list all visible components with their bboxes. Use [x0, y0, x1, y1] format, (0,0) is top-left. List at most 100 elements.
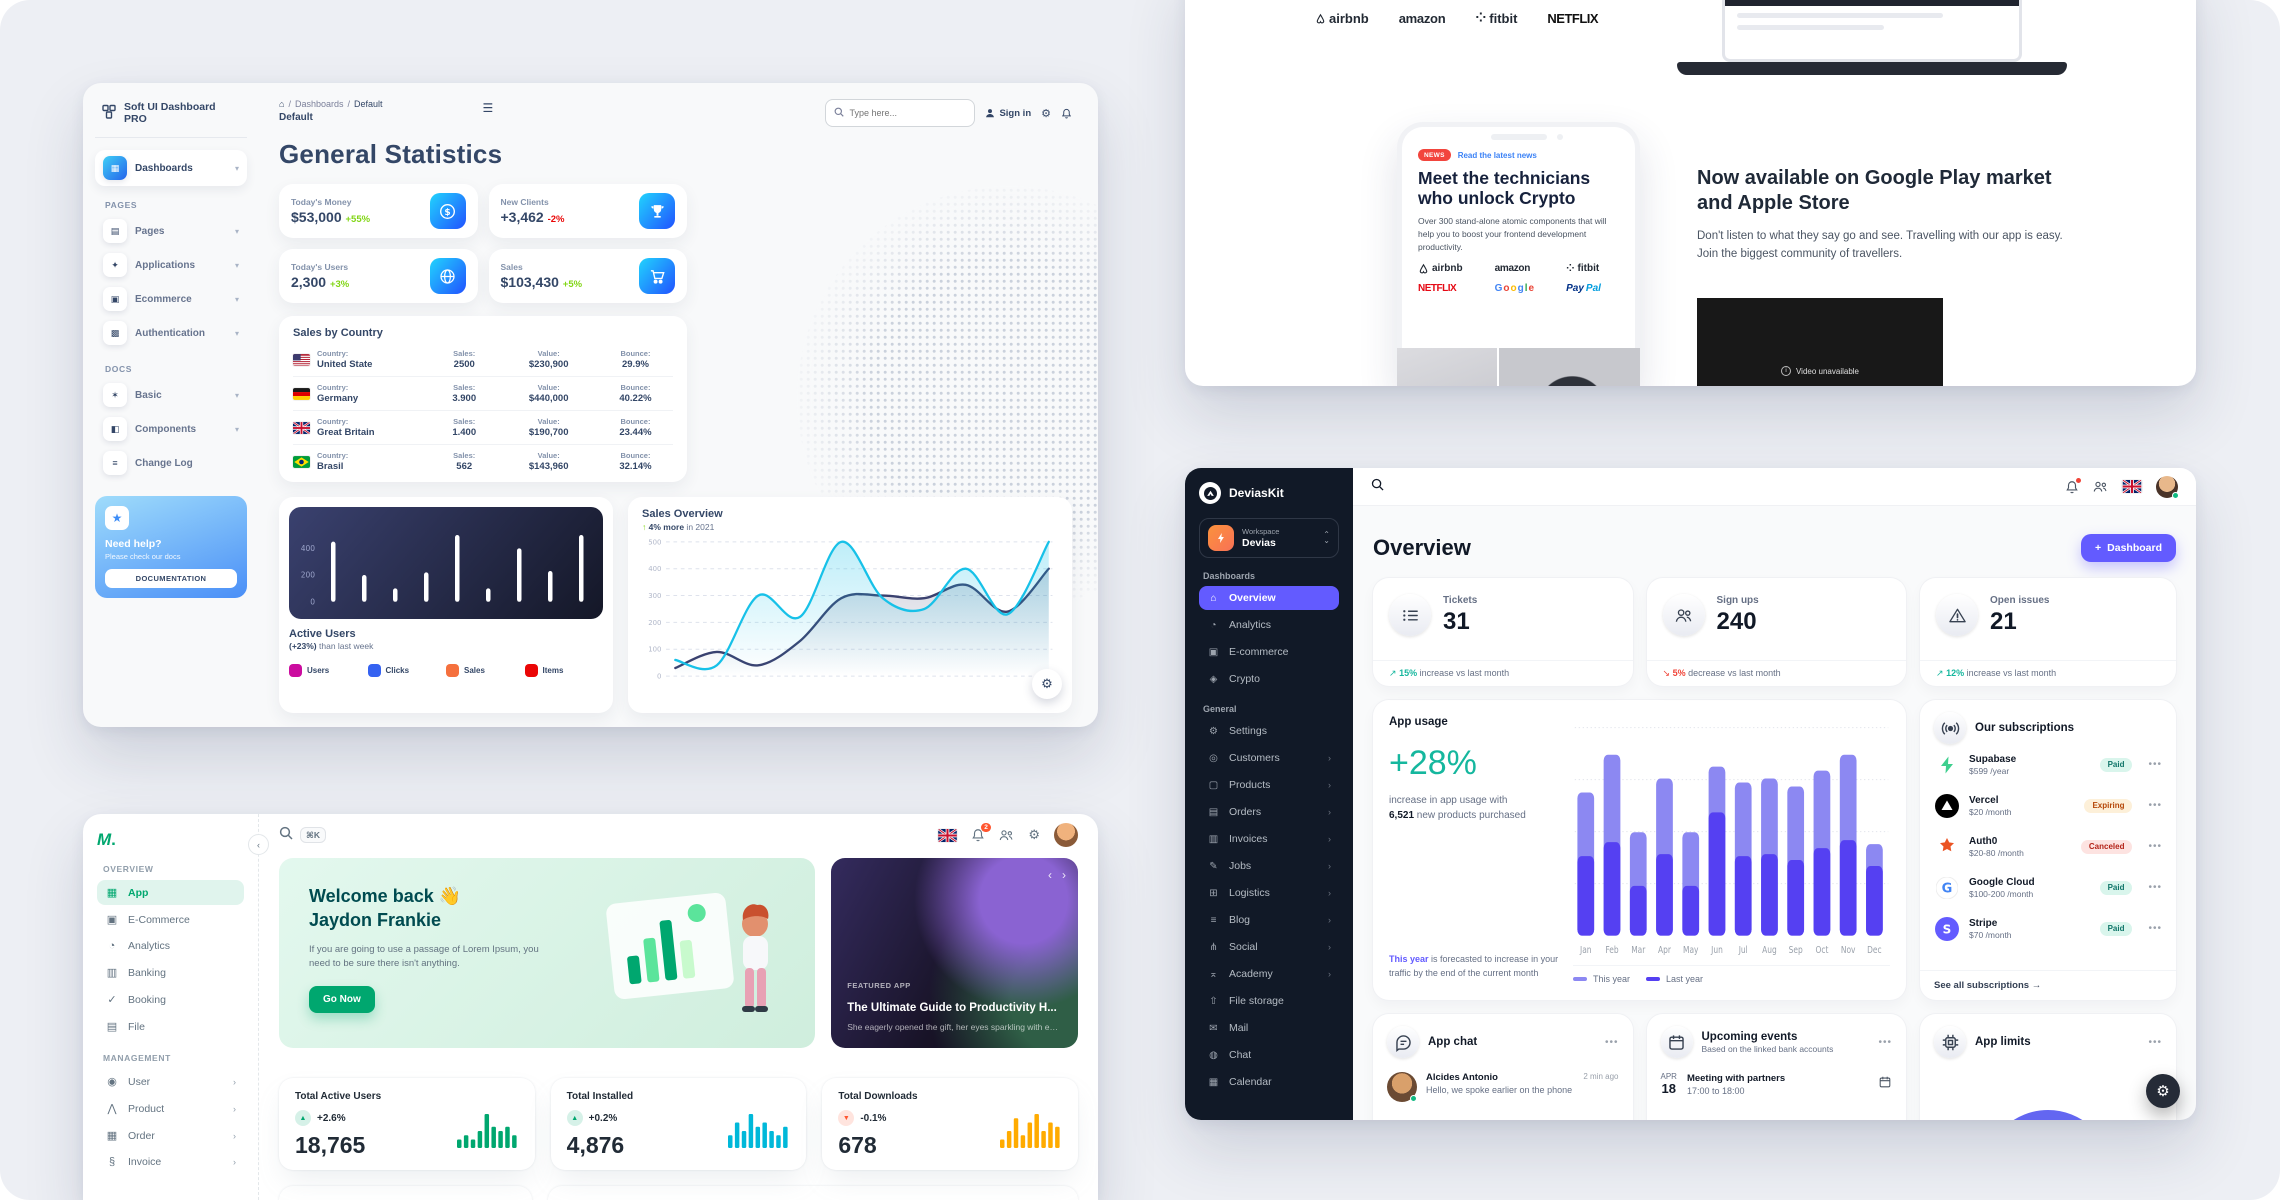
avatar[interactable] [2156, 475, 2179, 499]
go-now-button[interactable]: Go Now [309, 986, 375, 1014]
sidebar-item-customers[interactable]: ◎ Customers › [1199, 746, 1339, 770]
card-subtitle: Based on the linked bank accounts [1701, 1043, 1834, 1054]
sidebar-item-app[interactable]: ▦ App [97, 880, 244, 905]
sidebar-item-order[interactable]: ▦ Order › [97, 1123, 244, 1148]
sparkline-chart [1000, 1108, 1062, 1155]
carousel-next-icon[interactable]: › [1062, 868, 1066, 882]
documentation-button[interactable]: DOCUMENTATION [105, 569, 237, 588]
sidebar-item-academy[interactable]: ⌅ Academy › [1199, 962, 1339, 986]
sidebar-item-jobs[interactable]: ✎ Jobs › [1199, 854, 1339, 878]
sidebar-item-overview[interactable]: ⌂ Overview [1199, 586, 1339, 610]
bell-icon[interactable] [2065, 477, 2081, 494]
breadcrumb-item[interactable]: Default [354, 99, 383, 109]
event-time: 17:00 to 18:00 [1686, 1085, 1745, 1096]
latest-news-link[interactable]: Read the latest news [1457, 150, 1537, 160]
legend-label: Clicks [385, 666, 410, 675]
sidebar-item-change-log[interactable]: ≡ Change Log [95, 446, 247, 480]
more-options-icon[interactable]: ••• [2148, 923, 2162, 934]
sidebar-item-analytics[interactable]: ◔ Analytics [97, 934, 244, 958]
app-chat-card: App chat ••• Alcides Antonio Hello, we sp… [1373, 1014, 1633, 1120]
contacts-icon[interactable] [999, 828, 1014, 842]
gear-icon[interactable]: ⚙ [1041, 107, 1051, 120]
gear-icon[interactable]: ⚙ [1028, 827, 1040, 842]
sidebar-item-mail[interactable]: ✉ Mail [1199, 1016, 1339, 1040]
bell-icon[interactable]: 2 [971, 823, 992, 842]
sidebar-item-components[interactable]: ◧ Components ▾ [95, 412, 247, 446]
col-label: Sales: [453, 451, 476, 460]
flag-gb-icon[interactable] [938, 828, 958, 842]
sidebar-item-file[interactable]: ▤ File [97, 1014, 244, 1039]
event-row[interactable]: APR 18 Meeting with partners 17:00 to 18:00 [1661, 1072, 1893, 1096]
sidebar-item-orders[interactable]: ▤ Orders › [1199, 800, 1339, 824]
contacts-icon[interactable] [2093, 479, 2108, 494]
country-name: Great Britain [317, 427, 375, 438]
more-options-icon[interactable]: ••• [2148, 759, 2162, 770]
hamburger-menu-icon[interactable]: ☰ [482, 101, 494, 115]
more-options-icon[interactable]: ••• [2148, 800, 2162, 811]
search-input[interactable] [849, 108, 967, 118]
sidebar-item-e-commerce[interactable]: ▣ E-commerce [1199, 640, 1339, 664]
more-options-icon[interactable]: ••• [2148, 1036, 2162, 1048]
stat-card-today-s-money: Today's Money $53,000 +55% $ [279, 184, 478, 238]
chart-settings-fab[interactable]: ⚙ [1032, 669, 1062, 699]
sidebar-item-blog[interactable]: ≡ Blog › [1199, 908, 1339, 932]
featured-app-card[interactable]: ‹ › FEATURED APP The Ultimate Guide to P… [831, 858, 1078, 1048]
sidebar-item-calendar[interactable]: ▦ Calendar [1199, 1070, 1339, 1094]
chevron-down-icon: ▾ [234, 163, 239, 173]
sidebar-item-user[interactable]: ◉ User › [97, 1069, 244, 1094]
breadcrumb-item[interactable]: Dashboards [294, 99, 344, 109]
booking-icon: ✓ [107, 994, 117, 1006]
sidebar-item-dashboards[interactable]: ▦ Dashboards ▾ [95, 150, 247, 186]
plus-icon: + [2095, 542, 2102, 554]
sidebar-item-products[interactable]: ▢ Products › [1199, 773, 1339, 797]
more-options-icon[interactable]: ••• [1604, 1036, 1619, 1048]
more-options-icon[interactable]: ••• [2148, 841, 2162, 852]
sidebar-collapse-button[interactable]: ‹ [248, 834, 269, 855]
sidebar-item-e-commerce[interactable]: ▣ E-Commerce [97, 907, 244, 932]
news-badge: NEWS [1418, 149, 1451, 161]
sidebar-item-basic[interactable]: ✶ Basic ▾ [95, 378, 247, 412]
sidebar-item-applications[interactable]: ✦ Applications ▾ [95, 248, 247, 282]
search-icon[interactable] [1371, 478, 1384, 496]
subscription-name: Stripe [1969, 917, 1998, 929]
home-icon[interactable]: ⌂ [279, 99, 285, 109]
add-dashboard-button[interactable]: + Dashboard [2081, 534, 2176, 562]
sidebar-item-file-storage[interactable]: ⇧ File storage [1199, 989, 1339, 1013]
sidebar-item-chat[interactable]: ◍ Chat [1199, 1043, 1339, 1067]
sidebar-item-authentication[interactable]: ▩ Authentication ▾ [95, 316, 247, 350]
sidebar-item-settings[interactable]: ⚙ Settings [1199, 719, 1339, 743]
more-options-icon[interactable]: ••• [2148, 882, 2162, 893]
calendar-icon [1878, 1075, 1892, 1094]
avatar[interactable] [1054, 823, 1078, 847]
flag-gb-icon[interactable] [2122, 480, 2142, 493]
bell-icon[interactable] [1061, 108, 1072, 119]
video-player[interactable]: i Video unavailable [1697, 298, 1943, 386]
svg-text:0: 0 [310, 597, 315, 606]
sidebar-item-analytics[interactable]: ◔ Analytics [1199, 613, 1339, 637]
sidebar-item-banking[interactable]: ▥ Banking [97, 960, 244, 985]
more-options-icon[interactable]: ••• [1878, 1036, 1892, 1048]
theme-settings-fab[interactable]: ⚙ [2146, 1074, 2180, 1108]
sign-in-button[interactable]: Sign in [985, 108, 1031, 119]
file-storage-icon: ⇧ [1209, 995, 1218, 1007]
sidebar-item-invoices[interactable]: ▥ Invoices › [1199, 827, 1339, 851]
sidebar-item-pages[interactable]: ▤ Pages ▾ [95, 214, 247, 248]
sidebar-item-product[interactable]: ⋀ Product › [97, 1096, 244, 1121]
sidebar-item-label: Academy [1229, 968, 1273, 980]
sidebar-item-label: Orders [1229, 806, 1262, 818]
logistics-icon: ⊞ [1209, 887, 1218, 899]
carousel-prev-icon[interactable]: ‹ [1048, 868, 1052, 882]
search-icon[interactable] [279, 826, 293, 845]
workspace-selector[interactable]: Workspace Devias ⌃ ⌄ [1199, 518, 1339, 558]
see-all-subscriptions-link[interactable]: See all subscriptions → [1920, 970, 2176, 1000]
sidebar-item-social[interactable]: ⋔ Social › [1199, 935, 1339, 959]
sidebar-item-booking[interactable]: ✓ Booking [97, 987, 244, 1012]
sidebar-item-crypto[interactable]: ◈ Crypto [1199, 667, 1339, 691]
chevron-right-icon: › [233, 1103, 236, 1114]
sidebar-item-ecommerce[interactable]: ▣ Ecommerce ▾ [95, 282, 247, 316]
chat-message-row[interactable]: Alcides Antonio Hello, we spoke earlier o… [1387, 1072, 1619, 1102]
sidebar-section-label: OVERVIEW [103, 864, 154, 874]
sidebar-item-invoice[interactable]: § Invoice › [97, 1150, 244, 1174]
sidebar-item-logistics[interactable]: ⊞ Logistics › [1199, 881, 1339, 905]
country-name: Brasil [317, 461, 344, 472]
